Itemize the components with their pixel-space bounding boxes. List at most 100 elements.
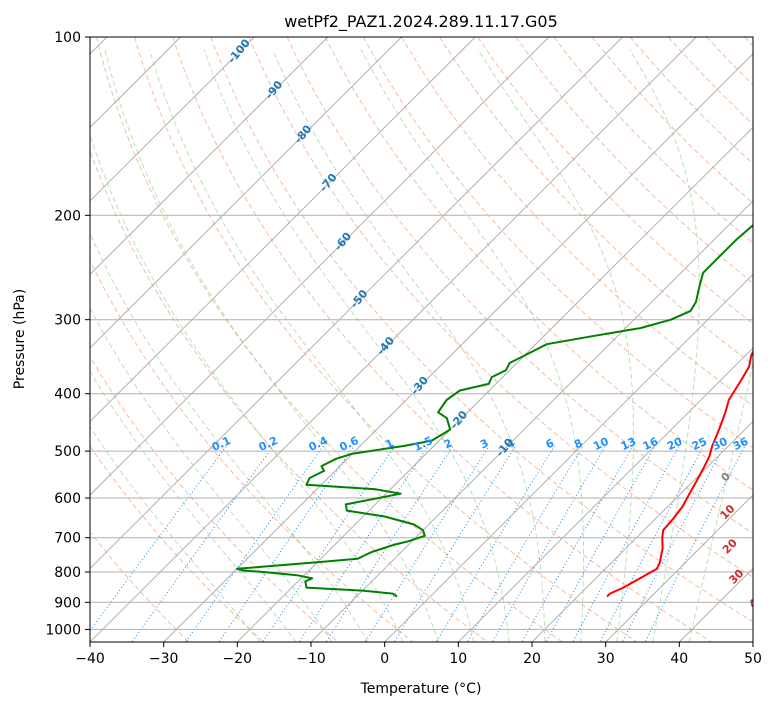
x-axis-label: Temperature (°C)	[360, 681, 482, 697]
mixing-ratio-line	[599, 445, 705, 642]
isotherm-line	[90, 37, 697, 642]
mixing-ratio-line	[521, 445, 634, 642]
isotherm-line	[90, 37, 255, 202]
y-tick-label: 1000	[45, 622, 81, 638]
axes: −40 −30 −20 −10 0 10 20 30 40 50 100 200 300 400 500 60…	[45, 30, 762, 667]
dry-adiabat-line	[744, 37, 753, 47]
mixing-ratio-label: 20	[665, 435, 685, 453]
mixing-ratio-line	[393, 445, 517, 642]
y-tick-label: 200	[54, 208, 81, 224]
x-tick-label: 0	[380, 651, 389, 667]
mixing-ratio-label: 10	[591, 435, 611, 453]
temperature-profile-line	[606, 349, 753, 598]
isotherm-line	[90, 37, 402, 349]
mixing-ratio-label: 30	[710, 435, 730, 453]
x-tick-label: 50	[744, 651, 762, 667]
mixing-ratio-line	[325, 445, 454, 642]
chart-title: wetPf2_PAZ1.2024.289.11.17.G05	[284, 12, 558, 32]
dry-adiabat-line	[90, 445, 264, 642]
reference-labels: 0.1 0.2 0.4 0.6 1 1.5 2 3 4 6 8 10 13 16 20 25 30 36-100-…	[210, 36, 766, 611]
moist-adiabat-line	[90, 370, 297, 642]
mixing-ratio-line	[90, 445, 228, 632]
isotherm-line	[90, 37, 550, 496]
mixing-ratio-line	[262, 445, 396, 642]
isotherm-line	[531, 420, 753, 642]
x-tick-label: −40	[75, 651, 105, 667]
dry-adiabat-line	[134, 37, 638, 642]
isotherm-line	[384, 273, 753, 642]
moist-adiabat-line	[272, 49, 546, 642]
moist-adiabat-line	[203, 49, 510, 642]
dry-adiabat-line	[248, 37, 753, 578]
isotherm-line	[752, 641, 753, 642]
dry-adiabat-line	[90, 149, 488, 642]
profile-series	[236, 223, 753, 598]
moist-adiabat-line	[104, 49, 439, 642]
dry-adiabat-line	[90, 259, 414, 642]
dry-adiabat-line	[90, 355, 339, 642]
isotherm-line	[90, 37, 476, 423]
dry-adiabat-line	[553, 37, 753, 244]
moist-adiabat-line	[90, 425, 261, 642]
y-tick-label: 500	[54, 444, 81, 460]
x-tick-label: −20	[223, 651, 253, 667]
y-tick-label: 100	[54, 30, 81, 46]
dry-adiabat-line	[172, 37, 712, 642]
mixing-ratio-line	[621, 445, 725, 642]
mixing-ratio-line	[572, 445, 680, 642]
background-lines	[90, 37, 753, 642]
y-tick-label: 400	[54, 387, 81, 403]
dry-adiabat-line	[210, 37, 753, 623]
x-tick-label: −30	[149, 651, 179, 667]
isotherm-line	[457, 347, 753, 642]
x-tick-label: 40	[670, 651, 688, 667]
dry-adiabat-line	[286, 37, 753, 534]
isotherm-line	[310, 200, 753, 642]
dry-adiabat-line	[401, 37, 753, 407]
moist-adiabat-line	[90, 133, 404, 642]
dry-adiabat-label: 30	[726, 566, 746, 586]
y-axis-label: Pressure (hPa)	[12, 289, 28, 389]
mixing-ratio-line	[185, 445, 324, 642]
dry-adiabat-line	[629, 37, 753, 165]
plot-frame	[89, 36, 754, 643]
isotherm-line	[90, 37, 623, 570]
x-tick-label: 20	[523, 651, 541, 667]
mixing-ratio-label: 25	[690, 435, 709, 453]
isotherm-line	[605, 494, 753, 642]
mixing-ratio-label: 16	[641, 435, 661, 453]
mixing-ratio-line	[298, 445, 429, 642]
mixing-ratio-line	[545, 445, 656, 642]
dewpoint-profile-line	[236, 223, 753, 598]
mixing-ratio-label: 36	[731, 435, 751, 453]
dry-adiabat-line	[96, 37, 563, 642]
dry-adiabat-line	[515, 37, 753, 284]
y-tick-label: 800	[54, 565, 81, 581]
y-tick-label: 600	[54, 491, 81, 507]
dry-adiabat-line	[591, 37, 753, 204]
moist-adiabat-line	[149, 49, 475, 642]
x-tick-label: 10	[449, 651, 467, 667]
isotherm-label: -100	[225, 36, 253, 66]
dry-adiabat-line	[706, 37, 753, 86]
dry-adiabat-line	[439, 37, 753, 366]
isotherm-line	[90, 37, 329, 276]
mixing-ratio-label: 3	[478, 436, 490, 451]
dry-adiabat-label: 20	[720, 536, 740, 556]
y-tick-label: 900	[54, 595, 81, 611]
mixing-ratio-line	[364, 445, 490, 642]
mixing-ratio-label: 13	[619, 435, 638, 453]
mixing-ratio-label: 6	[544, 436, 557, 451]
y-tick-label: 700	[54, 531, 81, 547]
moist-adiabat-line	[360, 49, 584, 642]
y-tick-label: 300	[54, 313, 81, 329]
dry-adiabat-line	[90, 531, 190, 642]
x-tick-label: 30	[597, 651, 615, 667]
moist-adiabat-line	[90, 307, 333, 642]
isotherm-line	[236, 126, 753, 642]
mixing-ratio-line	[491, 445, 607, 642]
dry-adiabat-label: 40	[746, 591, 766, 611]
x-tick-label: −10	[296, 651, 326, 667]
isotherm-line	[163, 53, 753, 642]
